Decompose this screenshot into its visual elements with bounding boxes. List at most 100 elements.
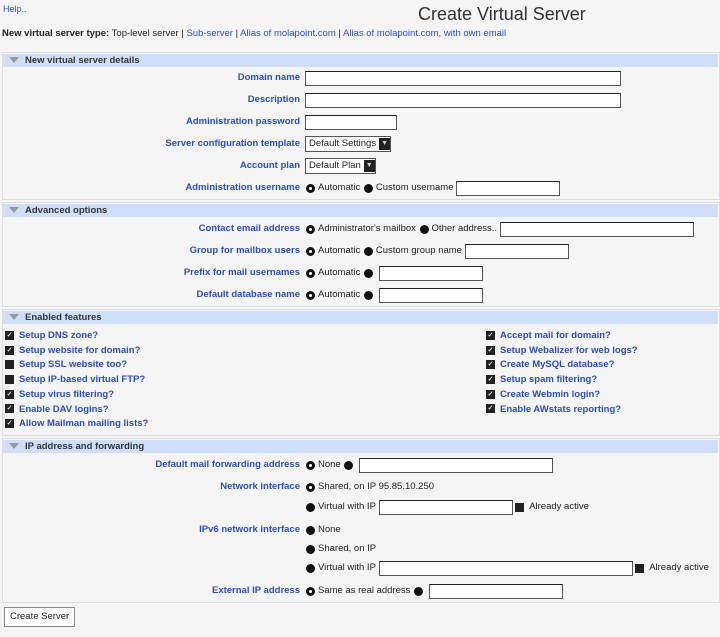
checkbox-checked[interactable]: ✓ — [5, 404, 14, 414]
feature-left-0[interactable]: ✓ Setup DNS zone? — [5, 329, 98, 343]
checkbox-checked[interactable]: ✓ — [5, 330, 14, 340]
custom-prefix-input[interactable] — [378, 265, 483, 281]
feature-right-1[interactable]: ✓ Setup Webalizer for web logs? — [486, 344, 638, 358]
radio-label: Shared, on IP — [318, 543, 377, 554]
admin-mailbox-radio[interactable] — [306, 224, 315, 234]
collapse-icon — [9, 443, 19, 450]
feature-left-3[interactable]: Setup IP-based virtual FTP? — [5, 373, 145, 387]
checkbox-checked[interactable]: ✓ — [486, 330, 495, 340]
checkbox-unchecked[interactable] — [5, 375, 14, 385]
feature-left-2[interactable]: Setup SSL website too? — [5, 358, 127, 372]
other-address-radio[interactable] — [419, 224, 429, 234]
ip-section-header[interactable]: IP address and forwarding — [3, 440, 718, 453]
virtual-ip-input[interactable] — [378, 499, 513, 515]
feature-left-5[interactable]: ✓ Enable DAV logins? — [5, 403, 109, 417]
alias-own-email-link[interactable]: Alias of molapoint.com, with own email — [342, 28, 507, 39]
radio-label: Virtual with IP — [318, 501, 376, 512]
fwd-address-radio[interactable] — [344, 460, 354, 470]
automatic-radio[interactable] — [306, 246, 315, 256]
ipv6-none-radio[interactable] — [306, 525, 315, 535]
checkbox-checked[interactable]: ✓ — [486, 345, 495, 355]
radio-label: Automatic — [318, 182, 361, 193]
ipv6-already-active-checkbox[interactable] — [635, 563, 645, 573]
custom-group-radio[interactable] — [363, 246, 373, 256]
feature-label: Setup Webalizer for web logs? — [500, 344, 638, 356]
radio-label: None — [318, 459, 341, 470]
description-input[interactable] — [305, 92, 621, 108]
fwd-address-input[interactable] — [359, 457, 553, 473]
ipv6-virtual-radio[interactable] — [306, 563, 315, 573]
checkbox-checked[interactable]: ✓ — [486, 375, 495, 385]
features-section-header[interactable]: Enabled features — [3, 311, 718, 324]
ipv6-iface-label: IPv6 network interface — [199, 524, 300, 535]
custom-username-radio[interactable] — [363, 183, 373, 193]
external-ip-radio[interactable] — [414, 586, 424, 596]
feature-label: Enable DAV logins? — [19, 403, 109, 415]
radio-label: Same as real address — [318, 585, 411, 596]
collapse-icon — [9, 57, 19, 64]
ipv6-virtual-input[interactable] — [378, 560, 633, 576]
config-template-select[interactable]: Default Settings ▼ — [305, 136, 392, 152]
section-title: New virtual server details — [25, 55, 140, 66]
contact-email-label: Contact email address — [198, 223, 300, 234]
custom-prefix-radio[interactable] — [363, 268, 373, 278]
server-type-current: Top-level server — [111, 28, 179, 39]
account-plan-select[interactable]: Default Plan ▼ — [305, 158, 376, 174]
admin-username-label: Administration username — [185, 182, 300, 193]
custom-db-input[interactable] — [378, 287, 483, 303]
virtual-ip-radio[interactable] — [306, 502, 315, 512]
other-address-input[interactable] — [499, 221, 694, 237]
checkbox-checked[interactable]: ✓ — [486, 360, 495, 370]
radio-label: Automatic — [318, 267, 361, 278]
external-ip-input[interactable] — [428, 583, 563, 599]
checkbox-checked[interactable]: ✓ — [486, 404, 495, 414]
sub-server-link[interactable]: Sub-server — [186, 28, 233, 39]
custom-db-radio[interactable] — [363, 290, 373, 300]
page-title: Create Virtual Server — [418, 4, 586, 24]
collapse-icon — [9, 207, 19, 214]
feature-right-5[interactable]: ✓ Enable AWstats reporting? — [486, 403, 621, 417]
none-radio[interactable] — [306, 460, 315, 470]
custom-username-input[interactable] — [456, 180, 561, 196]
feature-left-6[interactable]: ✓ Allow Mailman mailing lists? — [5, 417, 148, 431]
feature-label: Setup website for domain? — [19, 344, 141, 356]
select-value: Default Plan — [309, 160, 361, 171]
checkbox-checked[interactable]: ✓ — [5, 419, 14, 429]
alias-link[interactable]: Alias of molapoint.com — [240, 28, 336, 39]
advanced-section-header[interactable]: Advanced options — [3, 204, 718, 217]
custom-group-input[interactable] — [464, 243, 569, 259]
feature-right-4[interactable]: ✓ Create Webmin login? — [486, 388, 600, 402]
help-link[interactable]: Help.. — [3, 4, 27, 14]
radio-label: Other address.. — [431, 223, 498, 234]
ipv6-shared-radio[interactable] — [306, 544, 315, 554]
checkbox-checked[interactable]: ✓ — [5, 389, 14, 399]
feature-label: Setup SSL website too? — [19, 359, 128, 371]
automatic-radio[interactable] — [306, 268, 315, 278]
same-as-real-radio[interactable] — [306, 586, 315, 596]
domain-name-label: Domain name — [237, 72, 300, 83]
section-title: Enabled features — [25, 312, 102, 323]
network-iface-label: Network interface — [220, 481, 300, 492]
automatic-radio[interactable] — [306, 183, 315, 193]
checkbox-checked[interactable]: ✓ — [486, 389, 495, 399]
shared-ip-radio[interactable] — [306, 482, 315, 492]
automatic-radio[interactable] — [306, 290, 315, 300]
chevron-down-icon: ▼ — [363, 160, 375, 172]
external-ip-label: External IP address — [211, 585, 300, 596]
admin-password-input[interactable] — [305, 114, 397, 130]
already-active-checkbox[interactable] — [515, 502, 525, 512]
create-server-button[interactable]: Create Server — [4, 607, 76, 627]
checkbox-checked[interactable]: ✓ — [5, 345, 14, 355]
checkbox-label: Already active — [529, 501, 589, 512]
collapse-icon — [9, 314, 19, 321]
feature-label: Setup DNS zone? — [19, 330, 99, 341]
details-section-header[interactable]: New virtual server details — [3, 54, 718, 67]
domain-name-input[interactable] — [305, 70, 621, 86]
feature-left-4[interactable]: ✓ Setup virus filtering? — [5, 388, 114, 402]
checkbox-unchecked[interactable] — [5, 360, 14, 370]
feature-right-2[interactable]: ✓ Create MySQL database? — [486, 358, 614, 372]
feature-left-1[interactable]: ✓ Setup website for domain? — [5, 344, 140, 358]
feature-label: Create MySQL database? — [500, 359, 615, 371]
feature-right-3[interactable]: ✓ Setup spam filtering? — [486, 373, 597, 387]
feature-right-0[interactable]: ✓ Accept mail for domain? — [486, 329, 611, 343]
